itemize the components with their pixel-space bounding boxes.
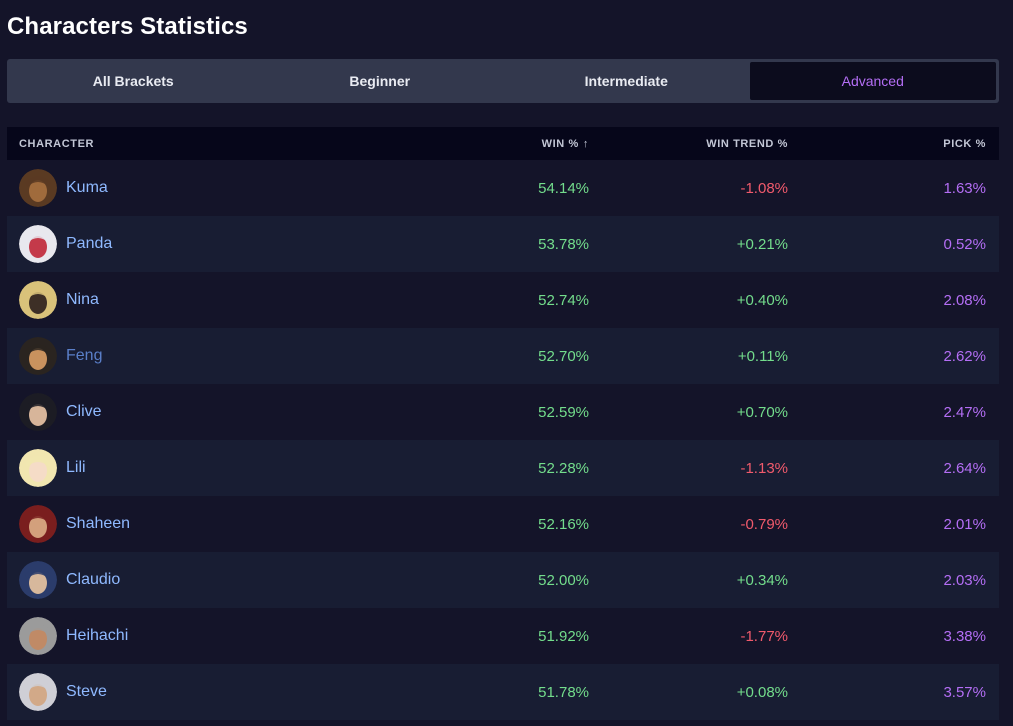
win-trend-value: -0.79%	[740, 515, 788, 533]
pick-rate-value: 2.08%	[943, 291, 986, 309]
character-name-link[interactable]: Feng	[66, 347, 103, 364]
character-name-link[interactable]: Steve	[66, 683, 107, 700]
column-header-win[interactable]: WIN % ↑	[417, 138, 589, 150]
page-title: Characters Statistics	[7, 13, 248, 40]
column-header-pick[interactable]: PICK %	[943, 137, 986, 150]
win-trend-value: -1.77%	[740, 627, 788, 645]
win-rate-value: 52.16%	[538, 515, 589, 533]
character-cell: Panda	[7, 225, 417, 263]
win-trend-value: +0.11%	[737, 347, 788, 365]
pick-rate-value: 2.03%	[943, 571, 986, 589]
kuma-portrait-icon[interactable]	[19, 169, 57, 207]
table-row[interactable]: Steve 51.78% +0.08% 3.57%	[7, 664, 999, 720]
win-trend-value: -1.08%	[740, 179, 788, 197]
win-trend-value: -1.13%	[740, 459, 788, 477]
pick-rate-value: 3.38%	[943, 627, 986, 645]
table-row[interactable]: Lili 52.28% -1.13% 2.64%	[7, 440, 999, 496]
clive-portrait-icon[interactable]	[19, 393, 57, 431]
claudio-portrait-icon[interactable]	[19, 561, 57, 599]
table-row[interactable]: Heihachi 51.92% -1.77% 3.38%	[7, 608, 999, 664]
steve-portrait-icon[interactable]	[19, 673, 57, 711]
character-cell: Claudio	[7, 561, 417, 599]
character-cell: Clive	[7, 393, 417, 431]
table-header: CHARACTER WIN % ↑ WIN TREND % PICK %	[7, 127, 999, 160]
sort-ascending-icon: ↑	[582, 137, 589, 150]
pick-rate-value: 2.47%	[943, 403, 986, 421]
feng-portrait-icon[interactable]	[19, 337, 57, 375]
tab-all-brackets[interactable]: All Brackets	[92, 73, 174, 89]
character-name-link[interactable]: Heihachi	[66, 627, 129, 644]
column-header-character[interactable]: CHARACTER	[19, 137, 95, 150]
win-rate-value: 52.59%	[538, 403, 589, 421]
character-cell: Heihachi	[7, 617, 417, 655]
tab-advanced[interactable]: Advanced	[749, 62, 996, 100]
win-trend-value: +0.34%	[736, 571, 788, 589]
pick-rate-value: 3.57%	[943, 683, 986, 701]
character-cell: Feng	[7, 337, 417, 375]
pick-rate-value: 0.52%	[943, 235, 986, 253]
character-cell: Kuma	[7, 169, 417, 207]
win-trend-value: +0.21%	[736, 235, 788, 253]
pick-rate-value: 1.63%	[943, 179, 986, 197]
win-rate-value: 52.74%	[538, 291, 589, 309]
table-row[interactable]: Shaheen 52.16% -0.79% 2.01%	[7, 496, 999, 552]
character-name-link[interactable]: Shaheen	[66, 515, 131, 532]
win-rate-value: 53.78%	[538, 235, 589, 253]
character-stats-table: CHARACTER WIN % ↑ WIN TREND % PICK % Kuma…	[7, 127, 999, 720]
character-name-link[interactable]: Nina	[66, 291, 99, 308]
heihachi-portrait-icon[interactable]	[19, 617, 57, 655]
column-header-win-trend[interactable]: WIN TREND %	[706, 137, 788, 150]
tab-beginner[interactable]: Beginner	[349, 73, 411, 89]
pick-rate-value: 2.62%	[943, 347, 986, 365]
column-header-win-label: WIN %	[541, 137, 579, 150]
table-body: Kuma 54.14% -1.08% 1.63% Panda 53.78% +0.21% 0.…	[7, 160, 999, 720]
win-rate-value: 52.28%	[538, 459, 589, 477]
table-row[interactable]: Claudio 52.00% +0.34% 2.03%	[7, 552, 999, 608]
table-row[interactable]: Kuma 54.14% -1.08% 1.63%	[7, 160, 999, 216]
win-trend-value: +0.70%	[736, 403, 788, 421]
table-row[interactable]: Nina 52.74% +0.40% 2.08%	[7, 272, 999, 328]
lili-portrait-icon[interactable]	[19, 449, 57, 487]
shaheen-portrait-icon[interactable]	[19, 505, 57, 543]
panda-portrait-icon[interactable]	[19, 225, 57, 263]
pick-rate-value: 2.01%	[943, 515, 986, 533]
win-rate-value: 51.78%	[538, 683, 589, 701]
win-rate-value: 51.92%	[538, 627, 589, 645]
table-row[interactable]: Feng 52.70% +0.11% 2.62%	[7, 328, 999, 384]
character-cell: Nina	[7, 281, 417, 319]
win-trend-value: +0.40%	[736, 291, 788, 309]
character-name-link[interactable]: Panda	[66, 235, 113, 252]
win-rate-value: 54.14%	[538, 179, 589, 197]
character-cell: Steve	[7, 673, 417, 711]
table-row[interactable]: Panda 53.78% +0.21% 0.52%	[7, 216, 999, 272]
character-name-link[interactable]: Kuma	[66, 179, 108, 196]
pick-rate-value: 2.64%	[943, 459, 986, 477]
character-cell: Shaheen	[7, 505, 417, 543]
table-row[interactable]: Clive 52.59% +0.70% 2.47%	[7, 384, 999, 440]
character-name-link[interactable]: Claudio	[66, 571, 121, 588]
character-name-link[interactable]: Lili	[66, 459, 86, 476]
win-rate-value: 52.70%	[538, 347, 589, 365]
nina-portrait-icon[interactable]	[19, 281, 57, 319]
tab-intermediate[interactable]: Intermediate	[584, 73, 668, 89]
win-trend-value: +0.08%	[736, 683, 788, 701]
win-rate-value: 52.00%	[538, 571, 589, 589]
character-name-link[interactable]: Clive	[66, 403, 102, 420]
character-cell: Lili	[7, 449, 417, 487]
bracket-tabs: All Brackets Beginner Intermediate Advan…	[7, 59, 999, 103]
